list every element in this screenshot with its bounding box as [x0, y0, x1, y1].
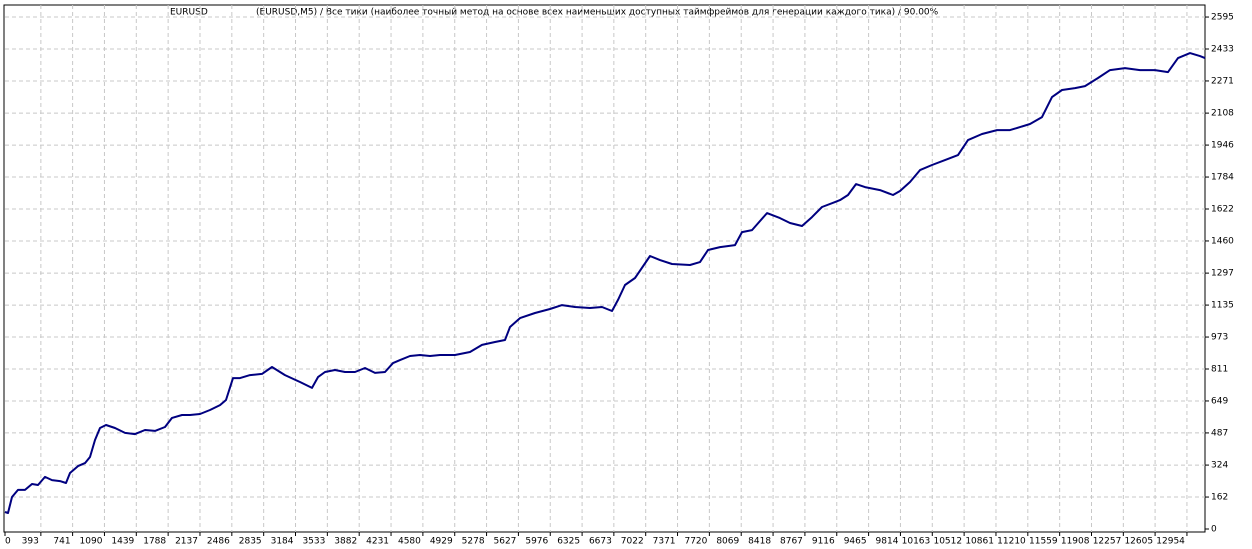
x-tick-label: 0	[5, 537, 11, 547]
x-tick-label: 8418	[748, 537, 771, 547]
y-tick-label: 0	[1211, 525, 1217, 535]
y-tick-label: 1946	[1211, 141, 1234, 151]
y-tick-label: 1784	[1211, 173, 1234, 183]
x-tick-label: 10512	[933, 537, 962, 547]
y-tick-label: 2108	[1211, 109, 1234, 119]
y-tick-label: 2271	[1211, 76, 1234, 86]
y-tick-label: 1297	[1211, 269, 1234, 279]
x-tick-label: 9116	[812, 537, 835, 547]
x-tick-label: 10163	[902, 537, 931, 547]
chart-subtitle: (EURUSD,M5) / Все тики (наиболее точный …	[256, 8, 939, 18]
x-tick-label: 4929	[430, 537, 453, 547]
x-tick-label: 2137	[175, 537, 198, 547]
y-tick-label: 1622	[1211, 204, 1234, 214]
x-tick-label: 9465	[844, 537, 867, 547]
y-tick-label: 162	[1211, 493, 1228, 503]
y-tick-label: 487	[1211, 428, 1228, 438]
y-tick-label: 649	[1211, 396, 1228, 406]
x-tick-label: 7720	[684, 537, 707, 547]
x-tick-label: 9814	[876, 537, 899, 547]
x-tick-label: 393	[22, 537, 39, 547]
x-tick-label: 11210	[997, 537, 1026, 547]
x-tick-label: 7022	[621, 537, 644, 547]
x-tick-label: 6325	[557, 537, 580, 547]
x-tick-label: 12257	[1093, 537, 1122, 547]
x-tick-label: 4580	[398, 537, 421, 547]
y-tick-label: 324	[1211, 461, 1228, 471]
x-tick-label: 3184	[271, 537, 294, 547]
x-tick-label: 1090	[80, 537, 103, 547]
x-tick-label: 4231	[366, 537, 389, 547]
x-tick-label: 7371	[653, 537, 676, 547]
x-tick-label: 741	[53, 537, 70, 547]
x-tick-label: 10861	[965, 537, 994, 547]
y-tick-label: 2595	[1211, 13, 1234, 23]
y-tick-label: 811	[1211, 364, 1228, 374]
y-tick-label: 973	[1211, 333, 1228, 343]
x-tick-label: 1439	[111, 537, 134, 547]
x-tick-label: 2486	[207, 537, 230, 547]
x-tick-label: 12605	[1124, 537, 1153, 547]
chart-title: EURUSD	[170, 8, 208, 18]
y-tick-label: 1460	[1211, 236, 1234, 246]
x-tick-label: 5627	[494, 537, 517, 547]
x-tick-label: 3882	[334, 537, 357, 547]
balance-line	[4, 52, 1206, 514]
x-tick-label: 5278	[462, 537, 485, 547]
y-tick-label: 1135	[1211, 301, 1234, 311]
x-tick-label: 3533	[302, 537, 325, 547]
plot-frame	[3, 4, 1206, 533]
x-tick-label: 12954	[1156, 537, 1185, 547]
x-tick-label: 11559	[1029, 537, 1058, 547]
x-tick-label: 5976	[525, 537, 548, 547]
x-tick-label: 11908	[1061, 537, 1090, 547]
y-tick-label: 2433	[1211, 44, 1234, 54]
x-tick-label: 8767	[780, 537, 803, 547]
x-tick-label: 2835	[239, 537, 262, 547]
x-tick-label: 6673	[589, 537, 612, 547]
x-tick-label: 1788	[143, 537, 166, 547]
x-tick-label: 8069	[716, 537, 739, 547]
